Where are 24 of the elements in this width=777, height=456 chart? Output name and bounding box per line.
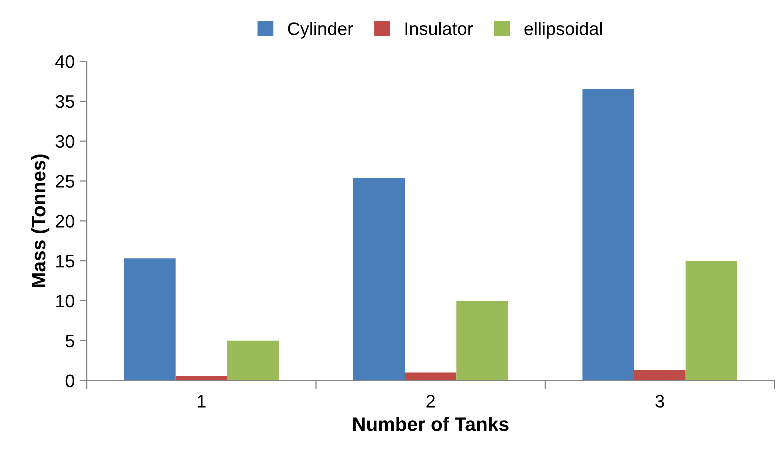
y-tick-label: 5 xyxy=(66,334,74,348)
y-tick-label: 0 xyxy=(66,374,75,388)
bar xyxy=(124,258,176,381)
bar xyxy=(686,261,738,381)
y-tick-label: 30 xyxy=(56,135,75,148)
y-tick-label: 10 xyxy=(56,294,75,308)
legend-label: Insulator xyxy=(406,22,474,36)
bar xyxy=(227,340,279,381)
bar xyxy=(634,370,686,381)
x-tick-label: 3 xyxy=(656,395,664,408)
y-tick-label: 40 xyxy=(56,55,75,68)
x-tick-label: 1 xyxy=(198,395,206,408)
bar xyxy=(353,178,406,381)
y-tick-label: 15 xyxy=(56,255,74,268)
y-tick-label: 25 xyxy=(56,175,74,188)
y-tick-label: 35 xyxy=(56,95,74,108)
bar xyxy=(582,89,634,381)
legend-label: ellipsoidal xyxy=(524,22,602,39)
bar xyxy=(456,300,508,381)
y-tick-label: 20 xyxy=(56,215,75,228)
y-axis-title: Mass (Tonnes) xyxy=(31,154,50,288)
x-axis-title: Number of Tanks xyxy=(353,417,509,432)
legend-label: Cylinder xyxy=(288,22,354,39)
x-tick-label: 2 xyxy=(426,395,435,408)
